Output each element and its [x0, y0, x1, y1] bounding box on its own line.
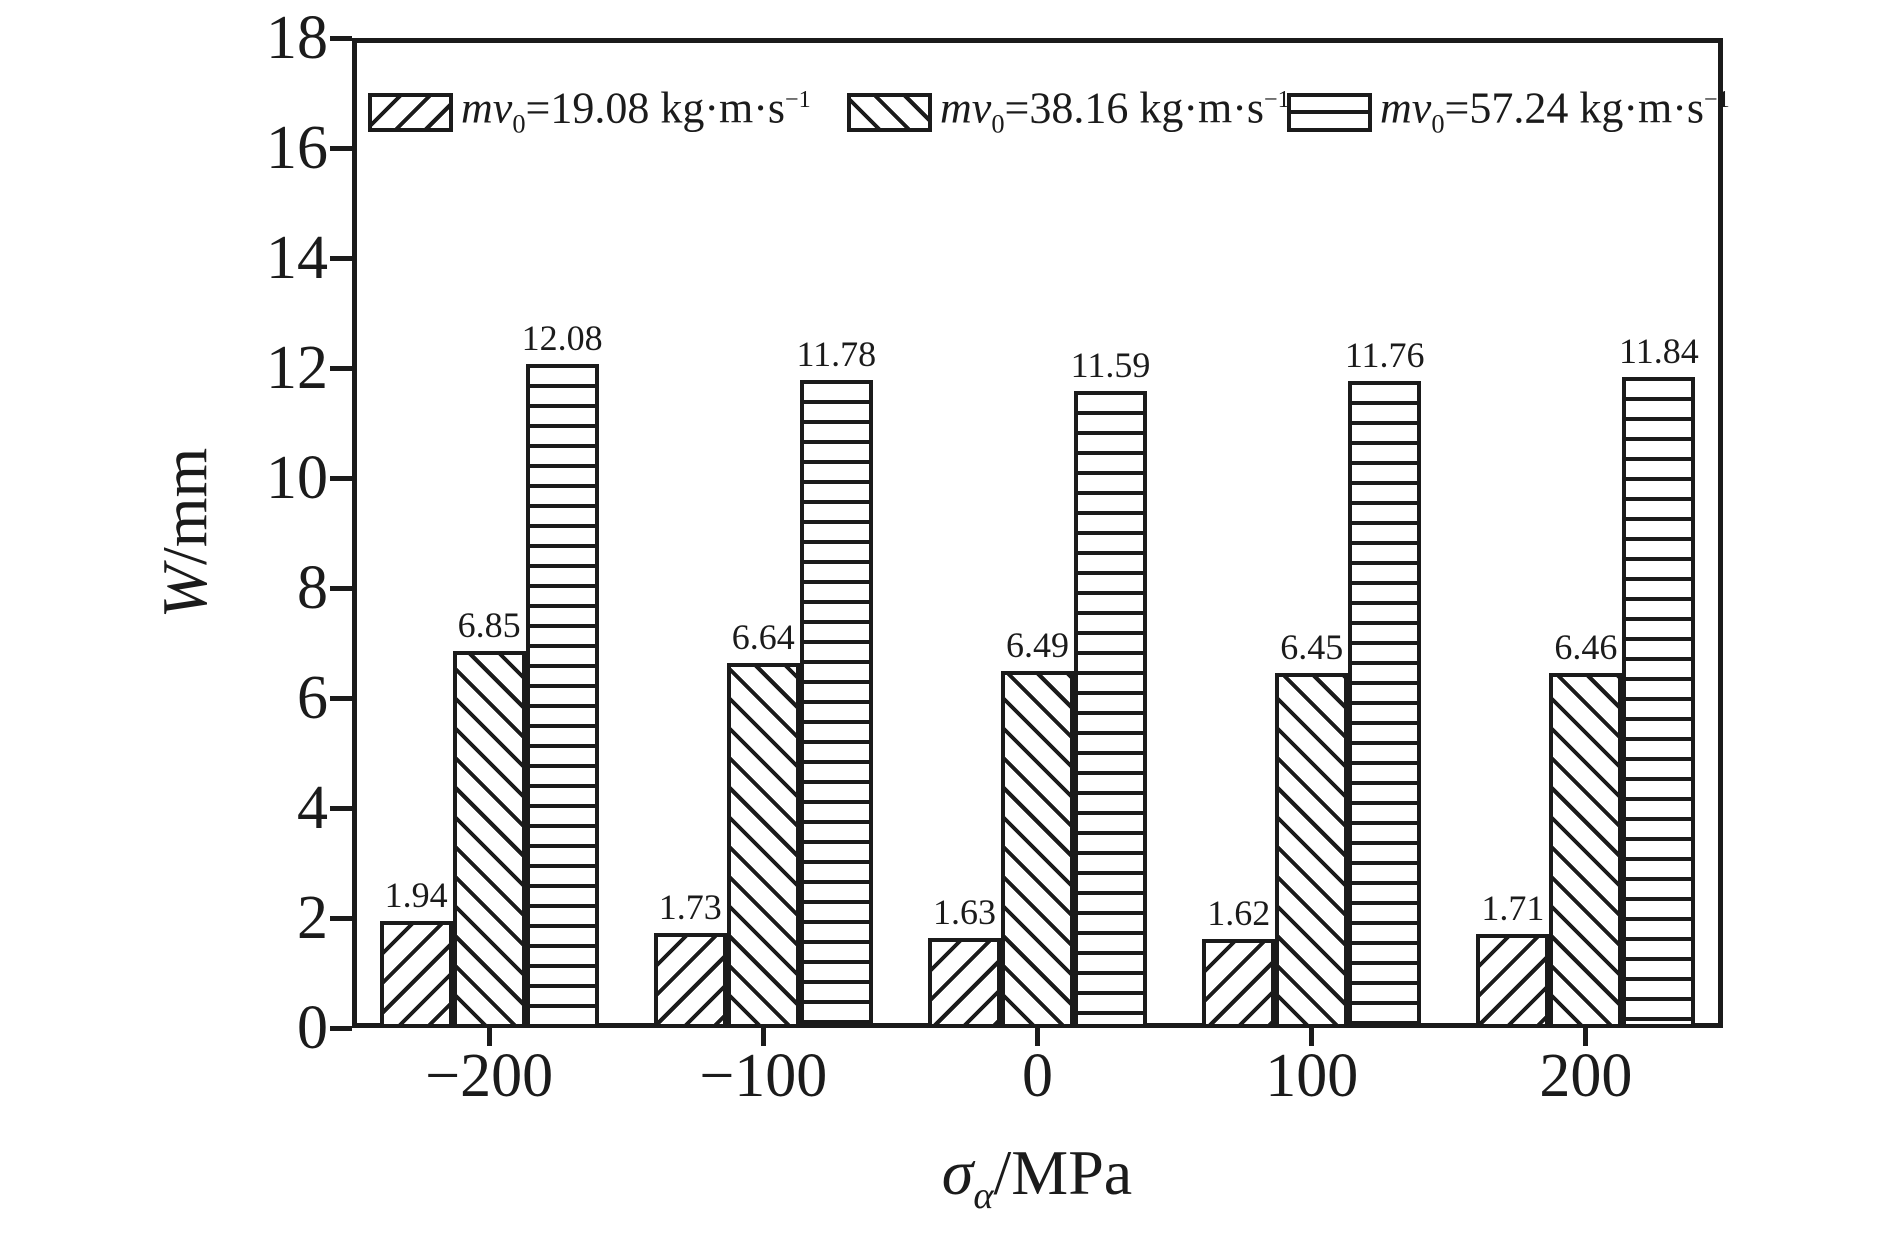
y-axis-tick [330, 35, 352, 41]
y-axis-tick [330, 1025, 352, 1031]
y-axis-variable: W [149, 565, 220, 619]
bar-series1-−200 [379, 921, 453, 1028]
bar-series3-0 [1074, 390, 1147, 1028]
x-axis-tick [1035, 1026, 1040, 1046]
bar-series3-100 [1348, 381, 1422, 1028]
bar-series2-100 [1275, 673, 1349, 1028]
diagonal-backward-swatch [847, 92, 932, 132]
y-axis-tick [330, 145, 352, 151]
bar-value-label: 1.94 [384, 875, 448, 916]
bar-value-label: 11.78 [796, 334, 877, 375]
bar-value-label: 1.62 [1207, 892, 1271, 933]
bar-series2-−100 [726, 662, 800, 1028]
x-axis-variable: σ [941, 1137, 974, 1208]
legend-label-1: mv0=19.08 kg·m·s−1 [461, 83, 811, 139]
bar-value-label: 12.08 [521, 317, 603, 358]
bar-series1-100 [1202, 938, 1276, 1028]
legend-entry-1: mv0=19.08 kg·m·s−1 [368, 84, 811, 139]
y-axis-tick-label: 10 [266, 444, 328, 512]
y-axis-tick [330, 695, 352, 701]
y-axis-tick-label: 18 [266, 4, 328, 72]
y-axis-tick [330, 915, 352, 921]
bar-series1-0 [928, 938, 1001, 1028]
y-axis-tick-label: 4 [297, 774, 328, 842]
legend-label-3: mv0=57.24 kg·m·s−1 [1380, 83, 1730, 139]
bar-value-label: 6.64 [731, 616, 795, 657]
legend-entry-3: mv0=57.24 kg·m·s−1 [1287, 84, 1730, 139]
legend-entry-2: mv0=38.16 kg·m·s−1 [847, 84, 1290, 139]
x-axis-tick [760, 1026, 766, 1046]
y-axis-title: W/mm [148, 448, 222, 619]
bar-value-label: 1.73 [658, 886, 722, 927]
x-axis-title: σα/MPa [942, 1136, 1132, 1218]
y-axis-tick [330, 585, 352, 591]
y-axis-tick-label: 2 [297, 884, 328, 952]
diagonal-forward-swatch [368, 92, 453, 132]
x-axis-tick [486, 1026, 492, 1046]
y-axis-tick-label: 8 [297, 554, 328, 622]
bar-value-label: 1.71 [1481, 887, 1545, 928]
x-axis-variable-subscript: α [973, 1174, 994, 1217]
bar-series2-−200 [452, 651, 526, 1028]
y-axis-tick-label: 14 [266, 224, 328, 292]
bar-series3-200 [1622, 376, 1696, 1028]
y-axis-tick-label: 0 [297, 994, 328, 1062]
bar-series3-−200 [525, 363, 599, 1028]
y-axis-unit: /mm [149, 447, 220, 566]
y-axis-tick-label: 16 [266, 114, 328, 182]
bar-value-label: 11.59 [1070, 344, 1151, 385]
bar-value-label: 11.76 [1344, 335, 1425, 376]
legend-label-2: mv0=38.16 kg·m·s−1 [940, 83, 1290, 139]
bar-series2-0 [1001, 671, 1074, 1028]
bar-series1-200 [1476, 933, 1550, 1028]
y-axis-tick-label: 6 [297, 664, 328, 732]
y-axis-tick [330, 365, 352, 371]
bar-series3-−100 [799, 380, 873, 1028]
bar-value-label: 1.63 [933, 892, 996, 933]
x-axis-tick-label: 0 [1022, 1042, 1053, 1110]
x-axis-tick [1309, 1026, 1315, 1046]
horizontal-lines-swatch [1287, 92, 1372, 132]
y-axis-tick [330, 805, 352, 811]
y-axis-tick [330, 255, 352, 261]
y-axis-tick [330, 475, 352, 481]
bar-value-label: 6.49 [1006, 625, 1069, 666]
y-axis-tick-label: 12 [266, 334, 328, 402]
bar-value-label: 6.45 [1280, 627, 1344, 668]
bar-value-label: 11.84 [1619, 330, 1699, 371]
x-axis-tick [1583, 1026, 1589, 1046]
x-axis-tick-label: 200 [1539, 1042, 1633, 1110]
bar-value-label: 6.46 [1554, 626, 1618, 667]
bar-series2-200 [1549, 672, 1623, 1028]
x-axis-tick-label: 100 [1265, 1042, 1359, 1110]
bar-series1-−100 [653, 932, 727, 1028]
x-axis-unit: /MPa [993, 1137, 1133, 1208]
bar-value-label: 6.85 [457, 605, 521, 646]
x-axis-tick-label: −100 [699, 1042, 828, 1110]
x-axis-tick-label: −200 [425, 1042, 554, 1110]
